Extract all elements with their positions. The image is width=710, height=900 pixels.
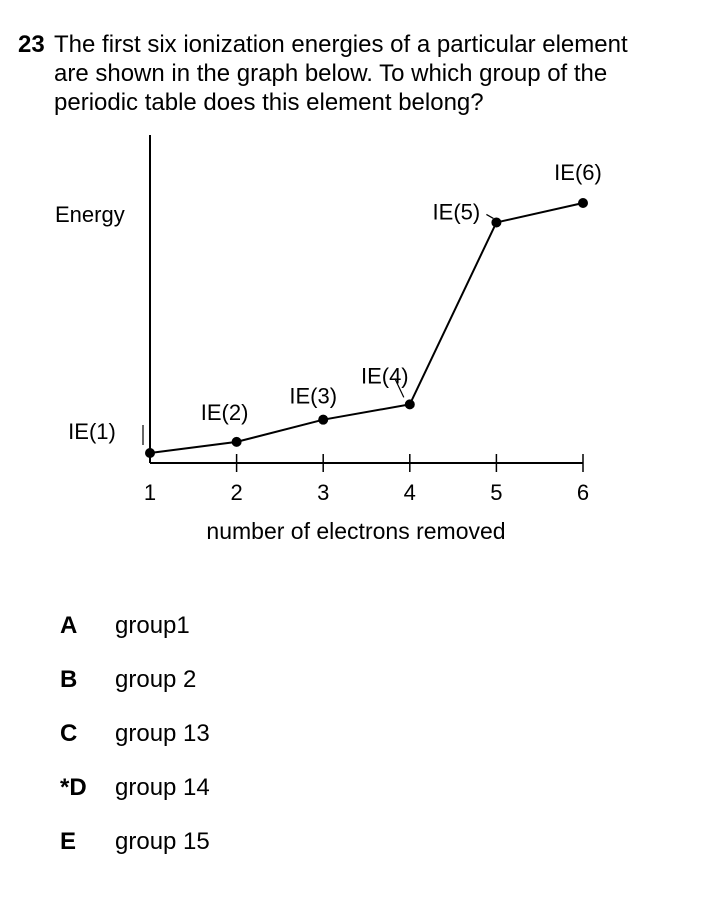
data-point: [231, 436, 242, 447]
question-line-3: periodic table does this element belong?: [54, 89, 484, 116]
label-leader-line: [486, 213, 494, 219]
data-point: [404, 399, 415, 410]
series-line: [149, 202, 584, 454]
data-point: [491, 217, 502, 228]
option-letter: *D: [60, 774, 87, 801]
question-line-2: are shown in the graph below. To which g…: [54, 60, 608, 87]
option-letter: C: [60, 720, 78, 747]
option-text: group 13: [115, 720, 210, 747]
point-label: IE(4): [361, 363, 409, 388]
question-number: 23: [18, 31, 45, 58]
x-tick-label: 6: [577, 480, 589, 505]
point-label: IE(1): [68, 419, 116, 444]
option-text: group 2: [115, 666, 197, 693]
ionization-energy-chart: 1 2 3 4 5 6 IE(1) IE(2) IE(3) IE(4) IE(5) IE(6) En…: [55, 135, 602, 544]
question-line-1: The first six ionization energies of a p…: [54, 31, 628, 58]
option-letter: B: [60, 666, 78, 693]
option-letter: A: [60, 612, 78, 639]
point-label: IE(2): [201, 400, 249, 425]
data-point: [145, 448, 155, 458]
option-text: group 15: [115, 828, 210, 855]
x-tick-label: 2: [230, 480, 242, 505]
x-axis-label: number of electrons removed: [206, 518, 505, 544]
data-point: [578, 198, 588, 208]
x-tick-label: 1: [144, 480, 156, 505]
data-point: [318, 414, 329, 425]
x-tick-label: 5: [490, 480, 502, 505]
label-leader-line: [394, 378, 405, 398]
point-label: IE(5): [433, 199, 481, 224]
option-text: group 14: [115, 774, 210, 801]
y-axis-label: Energy: [55, 202, 125, 227]
option-letter: E: [60, 828, 77, 855]
x-tick-label: 4: [404, 480, 416, 505]
option-text: group1: [115, 612, 190, 639]
x-tick-label: 3: [317, 480, 329, 505]
point-label: IE(6): [554, 160, 602, 185]
point-label: IE(3): [289, 384, 337, 409]
